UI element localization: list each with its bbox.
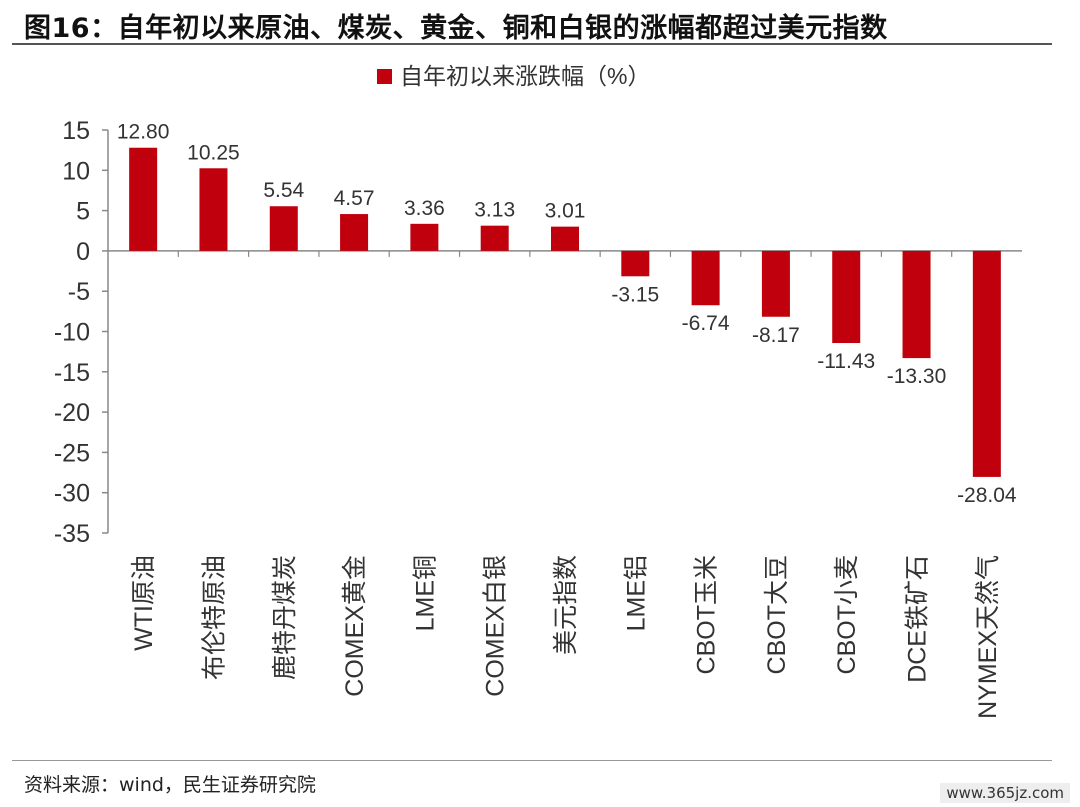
data-label: -13.30 (887, 365, 947, 388)
watermark: www.365jz.com (940, 783, 1070, 803)
bar (199, 168, 228, 251)
bar (480, 225, 509, 251)
data-label: -28.04 (957, 484, 1017, 507)
data-label: 3.13 (474, 199, 515, 222)
category-label: LME铜 (411, 555, 439, 631)
y-tick-label: 0 (76, 238, 90, 266)
title-divider (12, 43, 1052, 45)
bar (340, 214, 369, 251)
data-label: -6.74 (682, 312, 730, 335)
bar (410, 223, 439, 251)
bar (691, 250, 720, 306)
y-tick-label: -10 (54, 319, 90, 347)
bar (832, 250, 861, 344)
legend-swatch (377, 69, 392, 84)
data-label: 3.36 (404, 197, 445, 220)
category-label: DCE铁矿石 (904, 555, 932, 683)
category-label: COMEX黄金 (341, 555, 369, 697)
y-tick-label: -20 (54, 399, 90, 427)
category-label: LME铝 (622, 555, 650, 631)
category-label: COMEX白银 (482, 555, 510, 697)
y-tick-label: -15 (54, 359, 90, 387)
y-tick-label: 15 (62, 117, 90, 145)
bar (761, 250, 790, 317)
data-label: 12.80 (117, 121, 170, 144)
bar (902, 250, 931, 359)
y-tick-label: -35 (54, 520, 90, 548)
category-label: 鹿特丹煤炭 (271, 555, 299, 680)
category-label: CBOT大豆 (763, 555, 791, 674)
bar (972, 250, 1001, 477)
data-label: 4.57 (334, 187, 375, 210)
source-divider (12, 760, 1052, 761)
data-label: 3.01 (545, 200, 586, 223)
category-label: 布伦特原油 (200, 555, 228, 680)
data-label: 5.54 (263, 179, 304, 202)
y-tick-label: -25 (54, 439, 90, 467)
category-label: WTI原油 (130, 555, 158, 651)
data-label: 10.25 (187, 141, 240, 164)
source-note: 资料来源：wind，民生证券研究院 (24, 774, 316, 796)
data-label: -3.15 (611, 283, 659, 306)
figure-title: 图16：自年初以来原油、煤炭、黄金、铜和白银的涨幅都超过美元指数 (24, 13, 888, 44)
y-tick-label: 5 (76, 198, 90, 226)
category-label: NYMEX天然气 (974, 555, 1002, 719)
y-tick-label: 10 (62, 157, 90, 185)
bar (621, 250, 650, 277)
legend-label: 自年初以来涨跌幅（%） (400, 63, 650, 89)
bar (551, 226, 579, 251)
category-label: CBOT玉米 (693, 555, 721, 674)
category-label: 美元指数 (552, 555, 580, 655)
bar-chart: 自年初以来涨跌幅（%） 15 10 5 0 -5 -10 -15 -20 -25 -30 -35 12.… (54, 63, 1022, 719)
category-label: CBOT小麦 (833, 555, 861, 674)
y-tick-label: -5 (68, 278, 90, 306)
y-tick-label: -30 (54, 480, 90, 508)
data-label: -11.43 (817, 350, 875, 373)
data-label: -8.17 (752, 324, 800, 347)
bar (129, 147, 158, 251)
bar (269, 206, 298, 251)
